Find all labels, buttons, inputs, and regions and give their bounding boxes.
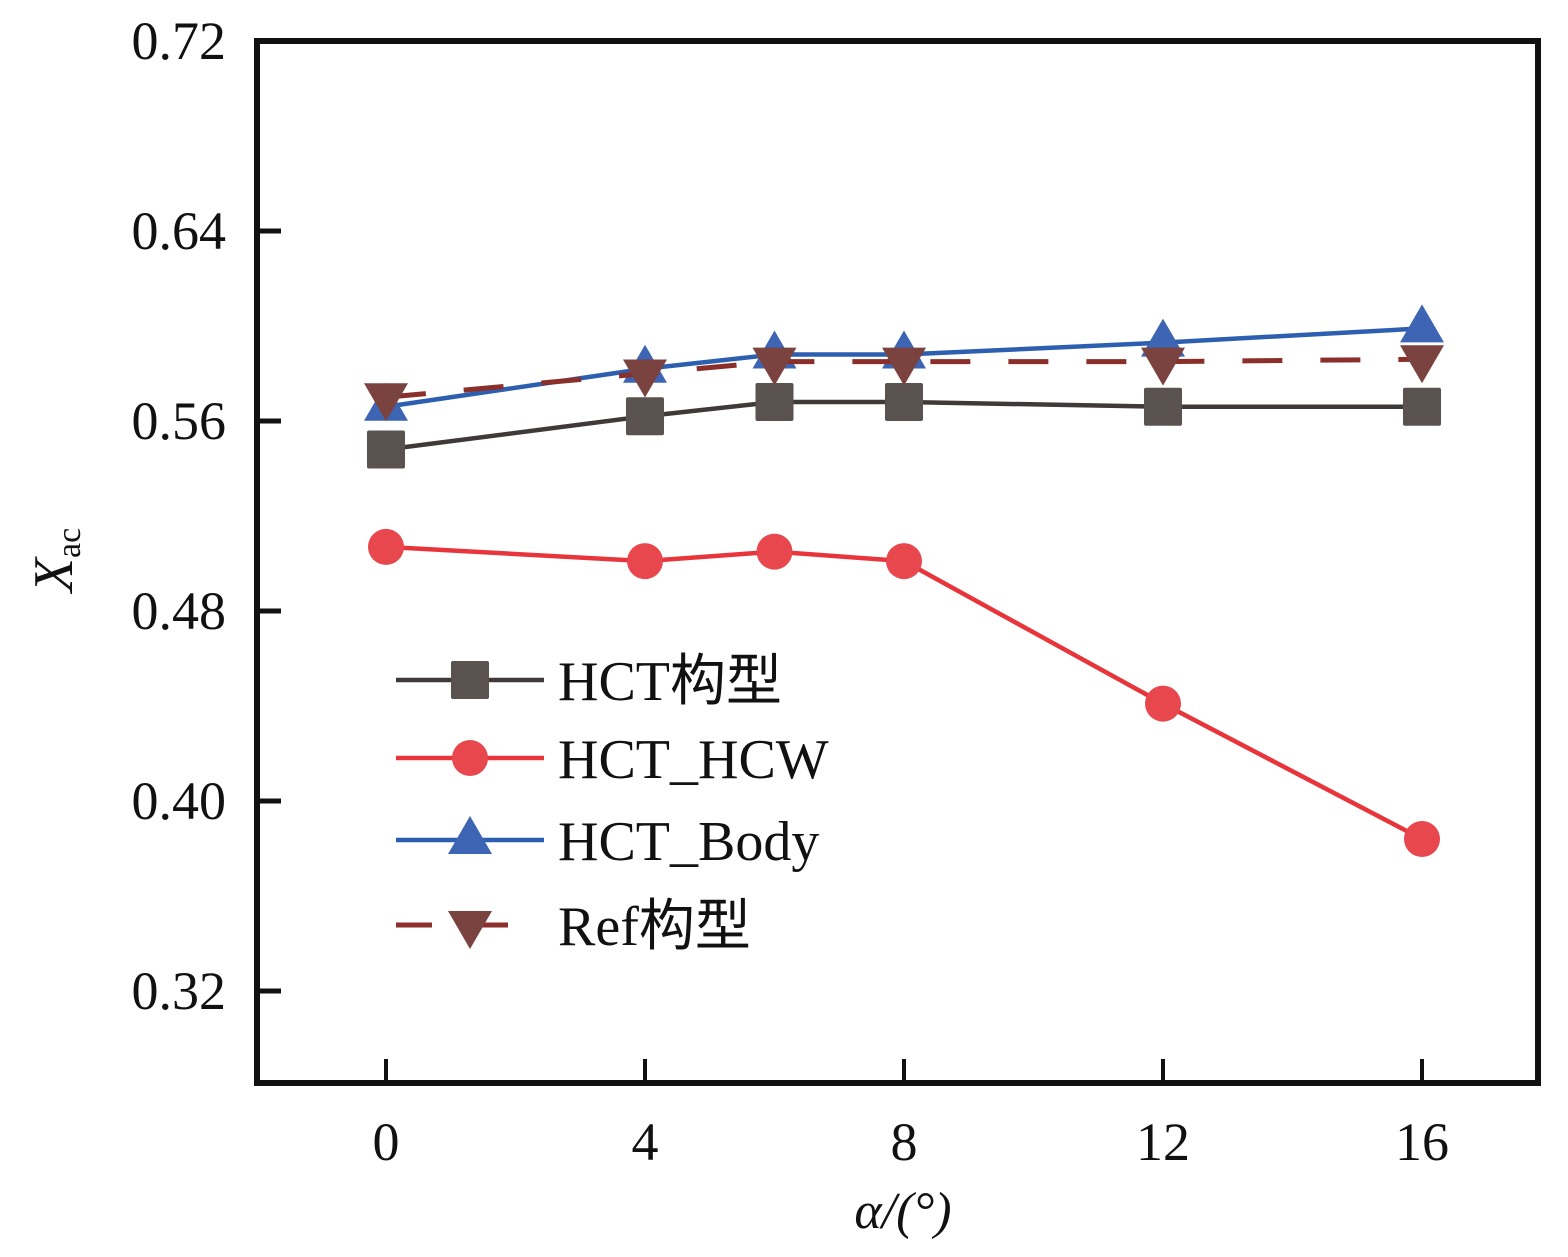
data-point (1400, 304, 1444, 343)
x-tick-label: 0 (373, 1112, 400, 1172)
legend-item: HCT构型 (396, 651, 782, 713)
legend-item: Ref构型 (396, 896, 751, 958)
series-line (385, 544, 1424, 841)
data-point (886, 543, 922, 580)
data-point (364, 383, 408, 422)
data-point (1144, 387, 1182, 426)
svg-text:Xac: Xac (23, 528, 88, 594)
legend-item: HCT_Body (396, 811, 819, 873)
legend-label: Ref构型 (558, 896, 751, 958)
data-point (1403, 387, 1441, 426)
x-tick-label: 16 (1395, 1112, 1449, 1172)
y-axis-title-sub: ac (51, 528, 88, 558)
data-point (756, 533, 793, 570)
legend-label: HCT_HCW (558, 729, 829, 791)
data-point (1145, 685, 1181, 722)
x-tick-label: 8 (891, 1112, 918, 1172)
legend-marker (452, 740, 488, 776)
data-point (367, 430, 405, 469)
y-axis: 0.72 0.64 0.56 0.48 0.40 0.32 (132, 11, 281, 1021)
y-tick-label: 0.48 (132, 581, 227, 641)
series-3 (364, 345, 1444, 422)
x-tick-label: 12 (1136, 1112, 1190, 1172)
series-1 (368, 528, 1440, 857)
data-point (885, 383, 923, 421)
data-point (882, 347, 926, 386)
data-point (1141, 318, 1185, 357)
plot-frame (254, 38, 1541, 1086)
legend: HCT构型 HCT_HCW HCT_Body Ref构型 (396, 651, 829, 958)
legend-label: HCT构型 (558, 651, 782, 713)
legend-marker (451, 661, 489, 699)
legend-label: HCT_Body (558, 811, 819, 873)
series-line (385, 326, 1423, 409)
legend-item: HCT_HCW (396, 729, 829, 791)
series-layer (364, 304, 1444, 857)
y-tick-label: 0.64 (132, 201, 227, 261)
y-tick-label: 0.72 (132, 11, 227, 71)
data-point (623, 359, 667, 398)
series-0 (367, 383, 1441, 469)
data-point (752, 347, 797, 386)
data-point (755, 383, 794, 421)
y-tick-label: 0.40 (132, 771, 227, 831)
data-point (1400, 345, 1444, 384)
y-axis-title: Xac (23, 528, 88, 594)
x-axis: 0 4 8 12 16 (373, 1059, 1449, 1172)
y-axis-title-main: X (23, 555, 85, 594)
x-tick-label: 4 (632, 1112, 659, 1172)
x-axis-title: α/(°) (854, 1183, 951, 1240)
y-tick-label: 0.32 (132, 961, 227, 1021)
legend-marker (448, 911, 492, 949)
data-point (1141, 347, 1185, 386)
data-point (1404, 821, 1440, 857)
data-point (627, 543, 663, 580)
legend-marker (448, 816, 492, 854)
data-point (368, 528, 404, 565)
series-line (385, 399, 1422, 452)
y-tick-label: 0.56 (132, 391, 227, 451)
data-point (626, 397, 664, 436)
